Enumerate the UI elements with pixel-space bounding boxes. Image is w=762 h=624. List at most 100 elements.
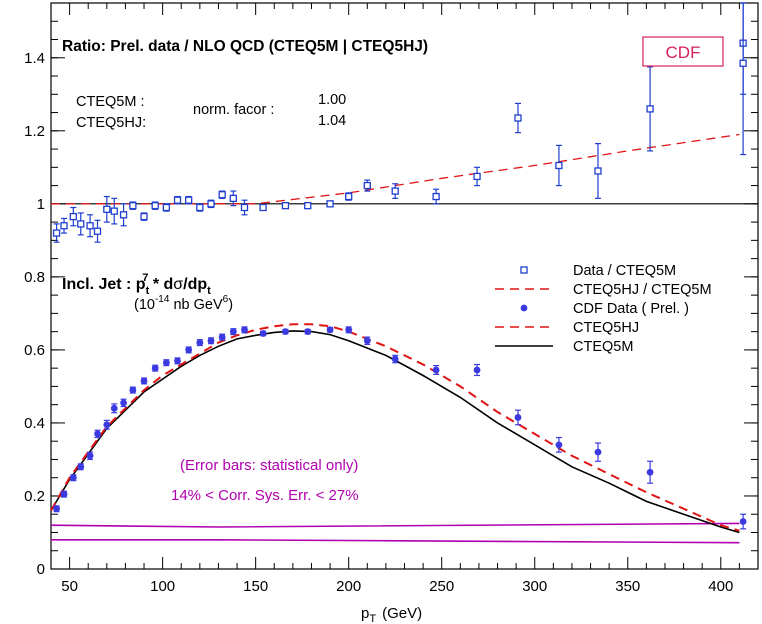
ratio-point (110, 207, 118, 215)
norm-label-cteq5m: CTEQ5M : (76, 94, 144, 110)
ratio-point (432, 192, 440, 201)
cdf-data-point (218, 333, 226, 341)
norm-factor-label: norm. facor : (193, 102, 274, 118)
cdf-data-point (86, 452, 94, 460)
x-tick-label: 350 (615, 578, 640, 595)
ratio-title: Ratio: Prel. data / NLO QCD (CTEQ5M | CT… (62, 38, 428, 55)
ratio-point (151, 202, 159, 210)
cdf-data-point (282, 328, 289, 336)
legend-entry: CDF Data ( Prel. ) (520, 301, 689, 317)
y-tick-label: 0.2 (24, 488, 45, 505)
ratio-point (555, 161, 563, 170)
legend-entry: Data / CTEQ5M (520, 263, 676, 279)
y-tick-label: 0.4 (24, 415, 45, 432)
x-tick-label: 150 (243, 578, 268, 595)
ratio-point (129, 202, 137, 210)
cdf-data-point (196, 339, 204, 346)
ratio-point (69, 212, 77, 221)
cdf-data-point (241, 326, 248, 334)
legend-entry: CTEQ5HJ (495, 320, 639, 336)
norm-label-cteq5hj: CTEQ5HJ: (76, 115, 146, 131)
cdf-data-point (432, 366, 440, 374)
error-note-stat: (Error bars: statistical only) (180, 457, 358, 474)
cdf-data-point (140, 377, 148, 385)
x-tick-label: 200 (336, 578, 361, 595)
ratio-point (646, 105, 654, 113)
chart-marks (50, 2, 758, 544)
cdf-box (642, 36, 724, 67)
cdf-data-point (174, 357, 181, 365)
y-tick-label: 0 (37, 561, 45, 578)
ratio-point (207, 200, 215, 208)
cdf-data-point (345, 326, 353, 334)
y-tick-label: 1.4 (24, 50, 45, 67)
cdf-data-point (555, 441, 563, 449)
cdf-data-point (229, 328, 237, 336)
ratio-point (60, 222, 68, 230)
cdf-data-point (363, 337, 371, 345)
ratio-point (93, 227, 102, 235)
x-tick-label: 300 (522, 578, 547, 595)
norm-value-cteq5hj: 1.04 (318, 113, 346, 129)
cdf-data-point (129, 386, 137, 394)
ratio-point (281, 202, 290, 210)
ratio-point (103, 205, 111, 213)
ratio-point (162, 203, 171, 212)
cdf-data-point (304, 328, 312, 336)
cdf-data-point (326, 326, 334, 334)
cdf-data-point (162, 359, 170, 367)
cdf-data-point (391, 355, 399, 363)
incl-jet-units: (10-14 nb GeV6) (134, 294, 233, 313)
ratio-point (391, 187, 399, 195)
ratio-point (119, 211, 128, 219)
y-tick-label: 1 (37, 196, 45, 213)
x-tick-label: 250 (429, 578, 454, 595)
x-tick-label: 100 (150, 578, 175, 595)
ratio-cteq5hj-curve (51, 133, 740, 205)
ratio-point (218, 191, 226, 199)
cdf-data-point (514, 414, 522, 421)
legend-label: CTEQ5M (573, 339, 633, 355)
cdf-data-point (473, 366, 481, 374)
legend: Data / CTEQ5M CTEQ5HJ / CTEQ5M CDF Data ( … (495, 263, 712, 355)
y-tick-label: 1.2 (24, 123, 45, 140)
cdf-data-point (185, 346, 193, 354)
ratio-point (259, 203, 267, 212)
legend-label: CTEQ5HJ / CTEQ5M (573, 282, 712, 298)
incl-jet-title: Incl. Jet : pt7 * dσ/dpt (62, 272, 211, 297)
ratio-point (326, 200, 334, 208)
cdf-label: CDF (666, 43, 701, 62)
cdf-data-point (103, 421, 111, 429)
cdf-data-point (120, 399, 127, 407)
cdf-data-point (739, 518, 747, 525)
cteq5m-curve (50, 330, 740, 534)
cdf-data-point (594, 448, 602, 456)
ratio-point (140, 212, 148, 221)
cdf-data-point (60, 490, 68, 498)
ratio-point (77, 220, 85, 228)
ratio-point (304, 202, 312, 210)
legend-entry: CTEQ5HJ / CTEQ5M (495, 282, 712, 298)
x-tick-label: 400 (708, 578, 733, 595)
cdf-data-point (259, 330, 267, 337)
axes: 50 100 150 200 250 300 350 400 0 0.2 0.4 0.6 0.8 1 1.2… (24, 3, 759, 595)
ratio-point (240, 203, 249, 212)
ratio-point (52, 229, 61, 237)
cteq5hj-curve (50, 323, 740, 532)
x-axis-label: pT (GeV) (361, 605, 422, 624)
ratio-point (196, 203, 204, 212)
ratio-point (594, 167, 602, 175)
legend-label: CDF Data ( Prel. ) (573, 301, 689, 317)
cdf-data-point (207, 337, 215, 345)
cdf-data-point (110, 404, 118, 412)
ratio-point (739, 59, 747, 67)
legend-circle-symbol (520, 304, 528, 312)
ratio-point (86, 222, 94, 230)
error-note-sys: 14% < Corr. Sys. Err. < 27% (171, 487, 359, 504)
ratio-point (173, 196, 182, 204)
legend-label: Data / CTEQ5M (573, 263, 676, 279)
y-tick-label: 0.8 (24, 269, 45, 286)
ratio-point (473, 172, 481, 181)
x-tick-label: 50 (61, 578, 78, 595)
sys-error-band-lower (51, 539, 740, 544)
